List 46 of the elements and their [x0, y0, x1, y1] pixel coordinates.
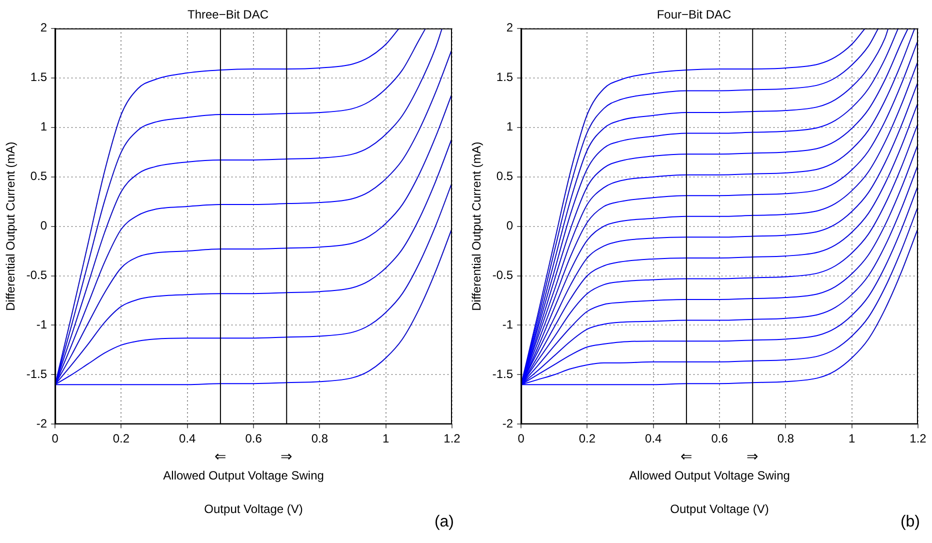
x-tick-label: 0 — [518, 432, 525, 446]
y-tick-label: 1 — [506, 120, 514, 134]
y-tick-label: -0.5 — [26, 268, 48, 282]
y-tick-label: 2 — [40, 20, 48, 35]
x-tick-label: 0.6 — [711, 432, 728, 446]
ref-line-label: ⇐ — [680, 448, 692, 464]
x-tick-label: 1 — [382, 432, 390, 446]
x-tick-label: 0.4 — [645, 432, 662, 446]
x-axis-title: Output Voltage (V) — [670, 502, 769, 516]
chart-title: Four−Bit DAC — [656, 8, 732, 22]
y-tick-label: -1 — [36, 318, 48, 332]
y-axis-title: Differential Output Current (mA) — [4, 142, 18, 311]
x-tick-label: 0.2 — [578, 432, 596, 446]
x-tick-label: 0.6 — [245, 432, 262, 446]
y-tick-label: -1.5 — [26, 367, 48, 382]
x-tick-label: 1.2 — [444, 432, 461, 446]
ref-line-label: ⇒ — [746, 448, 759, 464]
text: (b) — [900, 513, 920, 530]
y-tick-label: 1.5 — [496, 70, 514, 84]
ref-line-label: ⇐ — [214, 448, 226, 464]
text: Allowed Output Voltage Swing — [629, 468, 790, 483]
y-tick-label: -2 — [502, 416, 514, 431]
y-axis-title: Differential Output Current (mA) — [470, 142, 484, 311]
x-tick-label: 0.8 — [777, 432, 794, 446]
y-tick-label: 0 — [40, 218, 48, 233]
text: (a) — [434, 513, 454, 530]
x-tick-label: 1 — [848, 432, 856, 446]
y-tick-label: 1 — [40, 120, 48, 134]
y-tick-label: 0 — [506, 218, 514, 233]
y-tick-label: -0.5 — [492, 268, 514, 282]
y-tick-label: 0.5 — [30, 169, 48, 184]
x-tick-label: 0 — [52, 432, 59, 446]
x-tick-label: 0.8 — [311, 432, 328, 446]
x-tick-label: 0.2 — [112, 432, 130, 446]
text: Allowed Output Voltage Swing — [163, 468, 324, 483]
y-tick-label: -2 — [36, 416, 48, 431]
ref-line-label: ⇒ — [280, 448, 293, 464]
chart-title: Three−Bit DAC — [187, 8, 269, 22]
y-tick-label: 1.5 — [30, 70, 48, 84]
y-tick-label: -1.5 — [492, 367, 514, 382]
x-axis-title: Output Voltage (V) — [204, 502, 303, 516]
y-tick-label: 0.5 — [496, 169, 514, 184]
x-tick-label: 1.2 — [910, 432, 927, 446]
y-tick-label: 2 — [506, 20, 514, 35]
x-tick-label: 0.4 — [179, 432, 196, 446]
y-tick-label: -1 — [502, 318, 514, 332]
